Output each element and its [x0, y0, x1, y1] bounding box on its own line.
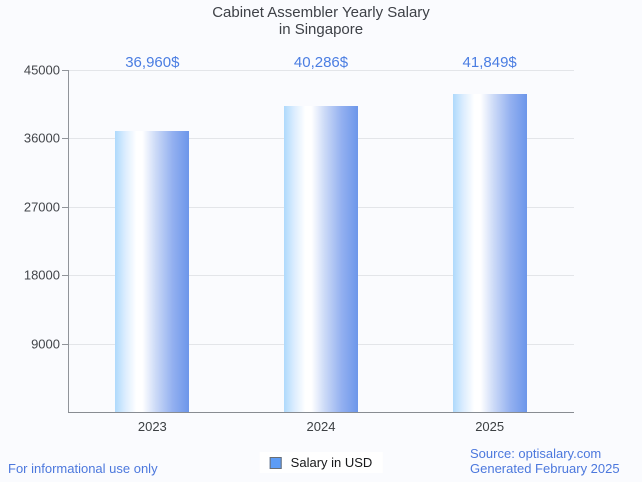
y-axis-tick-label: 18000 — [23, 267, 60, 283]
bar-2025[interactable] — [452, 93, 527, 412]
chart-title-line2: in Singapore — [278, 21, 364, 38]
legend-item[interactable]: Salary in USD — [259, 452, 383, 473]
x-axis-category-label: 2025 — [475, 419, 505, 434]
y-axis-tick — [62, 138, 68, 140]
gridline — [68, 70, 574, 71]
legend-swatch-icon — [269, 456, 282, 469]
footer-disclaimer: For informational use only — [8, 461, 158, 476]
y-axis-tick — [62, 206, 68, 208]
footer-source-block: Source: optisalary.com Generated Februar… — [470, 446, 620, 476]
x-axis-category-label: 2023 — [137, 419, 167, 434]
chart-title-line1: Cabinet Assembler Yearly Salary — [212, 4, 430, 21]
y-axis-tick — [62, 275, 68, 277]
legend-label: Salary in USD — [290, 455, 373, 470]
y-axis-tick-label: 36000 — [23, 130, 60, 146]
bar-2023[interactable] — [115, 131, 190, 412]
bar-2024[interactable] — [284, 105, 358, 412]
bar-value-label: 40,286$ — [293, 54, 349, 71]
bar-value-label: 41,849$ — [462, 54, 517, 71]
y-axis-tick-label: 9000 — [31, 336, 60, 352]
footer-source-line[interactable]: Source: optisalary.com — [470, 446, 602, 461]
y-axis-tick — [62, 343, 68, 345]
y-axis-tick-label: 27000 — [23, 199, 60, 215]
x-axis-category-label: 2024 — [306, 419, 336, 434]
chart-title: Cabinet Assembler Yearly Salary in Singa… — [0, 4, 642, 38]
y-axis-line — [68, 70, 69, 412]
x-axis-baseline — [68, 412, 574, 413]
y-axis-tick — [62, 70, 68, 71]
footer-generated-line: Generated February 2025 — [470, 461, 620, 476]
bar-value-label: 36,960$ — [125, 54, 180, 71]
y-axis-tick-label: 45000 — [23, 62, 60, 78]
